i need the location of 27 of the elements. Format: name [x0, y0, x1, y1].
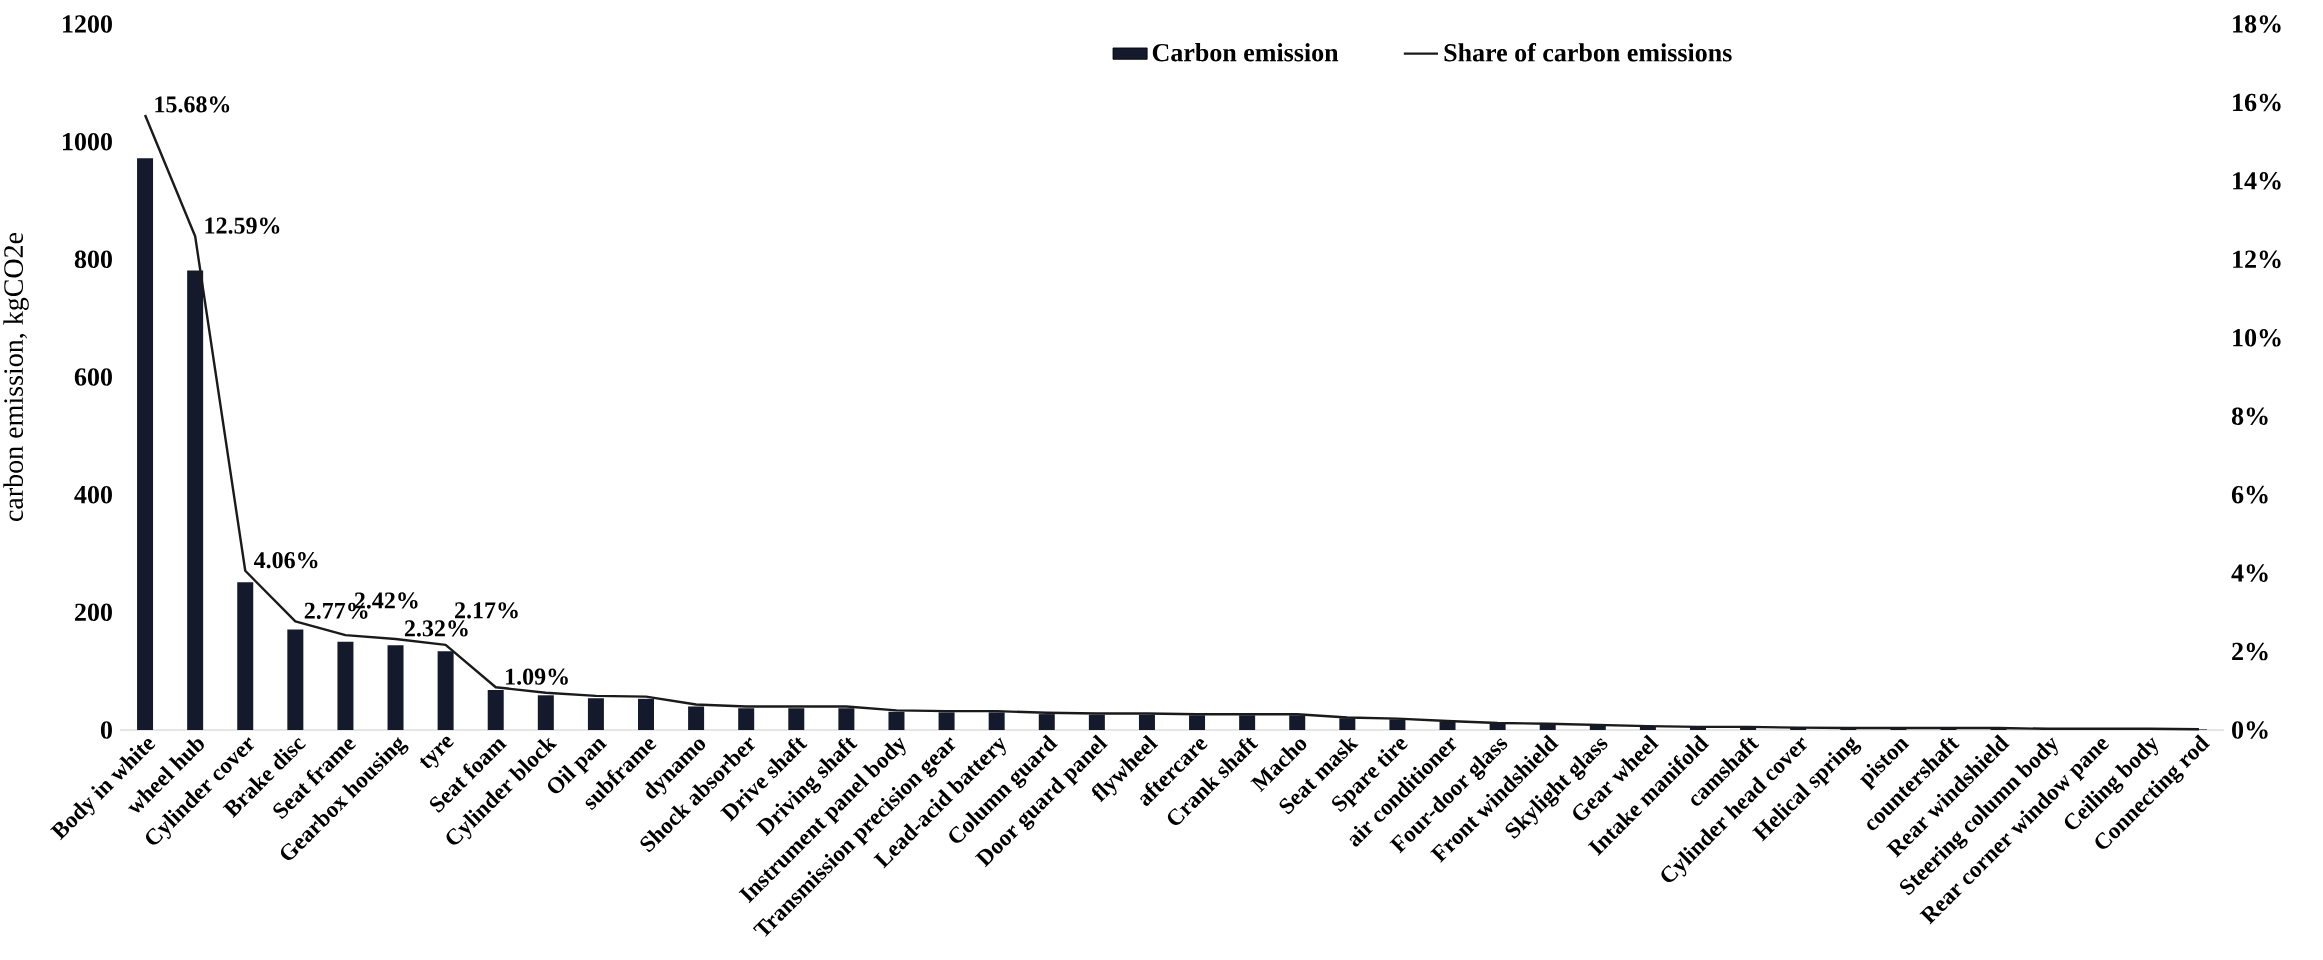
data-label: 2.17% [455, 602, 518, 619]
y2-tick-label: 10% [2233, 328, 2281, 347]
y-tick-label: 600 [74, 368, 112, 386]
data-label: 15.68% [155, 96, 230, 113]
y2-tick-label: 6% [2231, 485, 2268, 504]
legend-label: Share of carbon emissions [1444, 42, 1732, 62]
y2-tick-label: 16% [2233, 93, 2281, 112]
y2-tick-label: 4% [2231, 564, 2268, 582]
data-label: 12.59% [205, 217, 280, 234]
data-label: 1.09% [506, 668, 568, 685]
data-label: 2.32% [404, 620, 468, 637]
y-tick-label: 0 [100, 721, 112, 739]
x-tick-label: tyre [420, 736, 454, 769]
y-tick-label: 400 [74, 485, 112, 504]
y2-tick-label: 0% [2232, 721, 2268, 739]
y2-tick-label: 8% [2231, 407, 2268, 426]
y2-tick-label: 14% [2233, 172, 2281, 190]
y2-tick-label: 2% [2232, 642, 2268, 661]
y-tick-label: 800 [74, 250, 112, 269]
y-tick-label: 1200 [63, 15, 112, 33]
y2-tick-label: 18% [2233, 15, 2281, 33]
legend-label: Carbon emission [1152, 43, 1339, 62]
data-label: 4.06% [253, 552, 318, 569]
y-tick-label: 200 [75, 603, 112, 622]
y-axis-title: carbon emission, kgCO2e [3, 232, 29, 521]
y2-tick-label: 12% [2233, 250, 2281, 269]
y-tick-label: 1000 [63, 132, 112, 151]
